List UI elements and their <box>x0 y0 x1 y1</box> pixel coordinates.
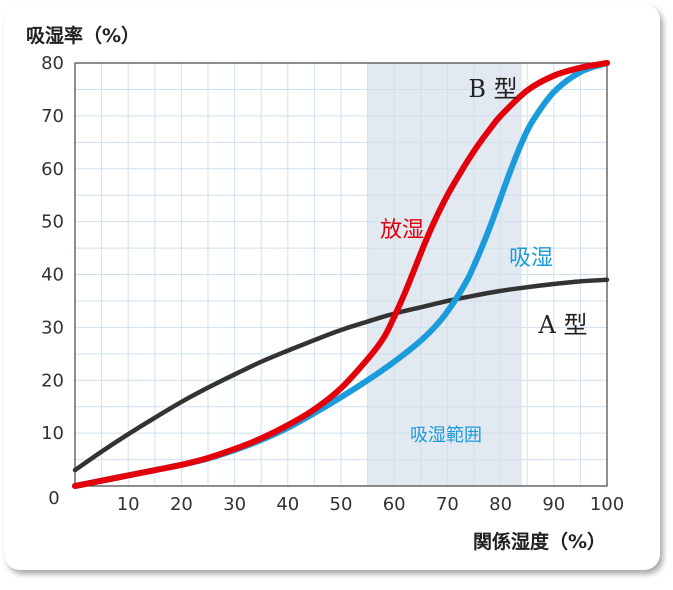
series-line-0 <box>72 277 610 473</box>
x-tick-label: 20 <box>170 494 193 515</box>
x-tick-label: 30 <box>223 494 246 515</box>
annotation-absorption: 吸湿 <box>509 246 553 271</box>
y-tick-label: 60 <box>41 159 64 180</box>
x-tick-label: 100 <box>590 494 624 515</box>
y-axis-title: 吸湿率（%） <box>26 24 140 47</box>
y-tick-label: 40 <box>41 265 64 286</box>
annotation-b-type: B 型 <box>468 75 517 103</box>
y-tick-label: 70 <box>41 106 64 127</box>
x-tick-label: 50 <box>330 494 353 515</box>
y-tick-label: 80 <box>41 53 64 74</box>
x-tick-label: 80 <box>489 494 512 515</box>
annotation-absorption-range: 吸湿範囲 <box>410 425 482 446</box>
x-tick-label: 40 <box>276 494 299 515</box>
series-line-1 <box>72 60 610 489</box>
x-tick-label: 90 <box>542 494 565 515</box>
annotation-desorption: 放湿 <box>380 218 424 243</box>
y-tick-label: 50 <box>41 212 64 233</box>
plot-frame <box>74 62 608 487</box>
x-tick-label: 70 <box>436 494 459 515</box>
y-tick-label: 20 <box>41 370 64 391</box>
x-tick-label: 60 <box>383 494 406 515</box>
annotation-a-type: A 型 <box>538 311 588 339</box>
y-tick-label: 30 <box>41 317 64 338</box>
x-axis-title: 関係湿度（%） <box>473 530 606 553</box>
origin-tick-label: 0 <box>48 488 59 509</box>
x-tick-label: 10 <box>117 494 140 515</box>
y-tick-label: 10 <box>41 423 64 444</box>
